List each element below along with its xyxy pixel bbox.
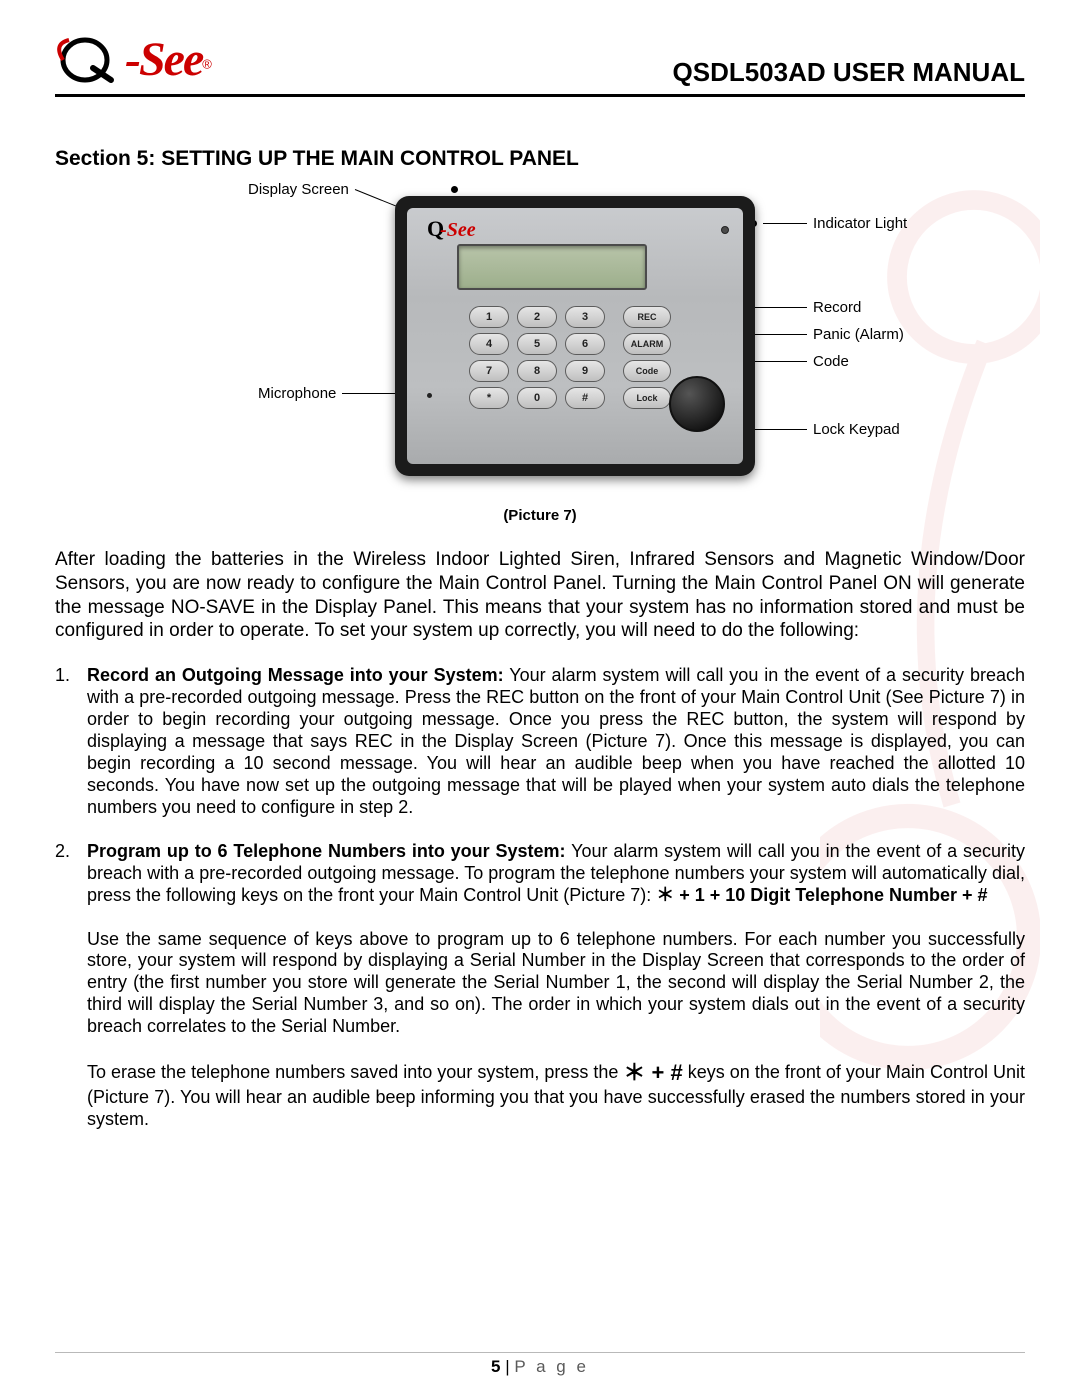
key-6: 6 (565, 333, 605, 355)
list-item-1: 1.Record an Outgoing Message into your S… (87, 665, 1025, 819)
list-item-2-p2: Use the same sequence of keys above to p… (87, 929, 1025, 1039)
callout-indicator-light: Indicator Light (750, 215, 907, 232)
li1-title: Record an Outgoing Message into your Sys… (87, 665, 504, 685)
key-5: 5 (517, 333, 557, 355)
figure-caption: (Picture 7) (55, 507, 1025, 524)
key-0: 0 (517, 387, 557, 409)
indicator-led (721, 226, 729, 234)
page-header: -See® QSDL503AD USER MANUAL (55, 30, 1025, 97)
function-keys: REC ALARM Code Lock (623, 306, 671, 409)
footer-label: P a g e (514, 1357, 589, 1376)
numeric-keypad: 1 2 3 4 5 6 7 8 9 * 0 # (469, 306, 605, 409)
callout-microphone: Microphone (258, 385, 413, 402)
logo-q-icon (55, 30, 121, 88)
key-2: 2 (517, 306, 557, 328)
li2-key-sequence: ＊ + 1 + 10 Digit Telephone Number + # (656, 885, 987, 905)
logo-text: -See® (125, 32, 212, 87)
brand-logo: -See® (55, 30, 212, 88)
list-item-2-p3: To erase the telephone numbers saved int… (87, 1060, 1025, 1131)
footer-separator: | (501, 1357, 515, 1376)
callout-label: Lock Keypad (813, 421, 900, 438)
li2-p3-symbols: ＊ + # (623, 1060, 682, 1085)
callout-label: Panic (Alarm) (813, 326, 904, 343)
page-footer: 5 | P a g e (55, 1352, 1025, 1377)
device-body: Q-See 1 2 3 4 5 6 7 8 9 * 0 # REC ALARM (395, 196, 755, 476)
microphone-hole (427, 393, 432, 398)
device-diagram: Display Screen Microphone Indicator Ligh… (160, 181, 920, 501)
key-3: 3 (565, 306, 605, 328)
intro-paragraph: After loading the batteries in the Wirel… (55, 548, 1025, 643)
callout-label: Indicator Light (813, 215, 907, 232)
key-8: 8 (517, 360, 557, 382)
key-1: 1 (469, 306, 509, 328)
section-title: Section 5: SETTING UP THE MAIN CONTROL P… (55, 147, 1025, 171)
key-lock: Lock (623, 387, 671, 409)
lcd-screen (457, 244, 647, 290)
key-7: 7 (469, 360, 509, 382)
li2-title: Program up to 6 Telephone Numbers into y… (87, 841, 566, 861)
key-hash: # (565, 387, 605, 409)
device-face: Q-See 1 2 3 4 5 6 7 8 9 * 0 # REC ALARM (407, 208, 743, 464)
key-alarm: ALARM (623, 333, 671, 355)
callout-label: Display Screen (248, 181, 349, 198)
key-rec: REC (623, 306, 671, 328)
li2-p3-a: To erase the telephone numbers saved int… (87, 1062, 623, 1082)
callout-label: Microphone (258, 385, 336, 402)
key-code: Code (623, 360, 671, 382)
key-star: * (469, 387, 509, 409)
document-title: QSDL503AD USER MANUAL (673, 57, 1026, 88)
rotary-dial (669, 376, 725, 432)
callout-label: Record (813, 299, 861, 316)
page-number: 5 (491, 1357, 500, 1376)
li1-body: Your alarm system will call you in the e… (87, 665, 1025, 817)
callout-label: Code (813, 353, 849, 370)
key-4: 4 (469, 333, 509, 355)
list-item-2: 2.Program up to 6 Telephone Numbers into… (87, 841, 1025, 907)
device-face-logo: Q-See (427, 216, 476, 242)
key-9: 9 (565, 360, 605, 382)
